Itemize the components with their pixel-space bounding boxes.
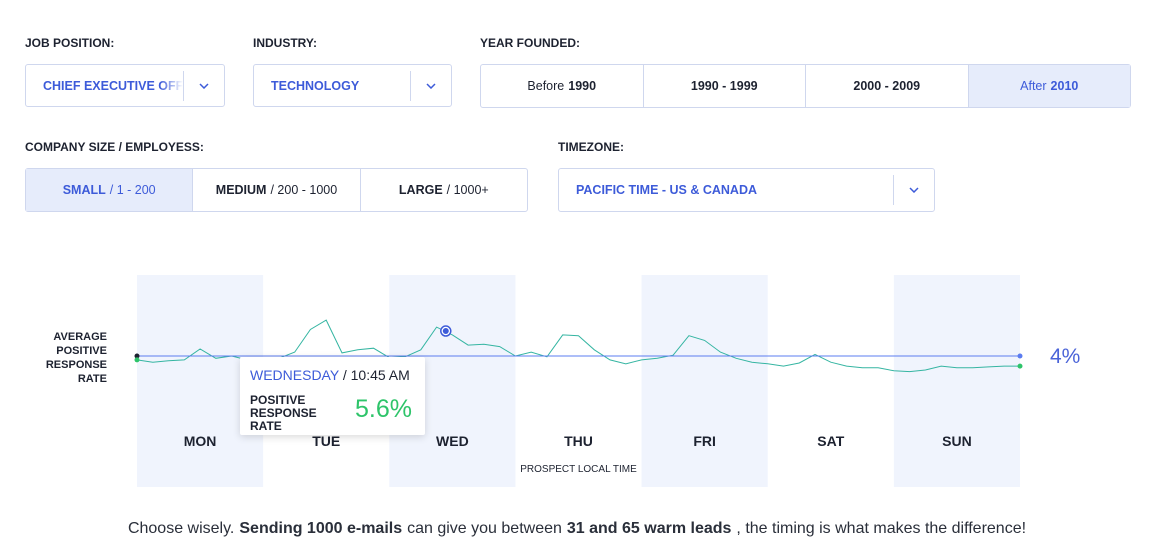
segment-option[interactable]: SMALL/ 1 - 200 <box>26 169 193 211</box>
filter-label: COMPANY SIZE / EMPLOYESS: <box>25 140 204 154</box>
filter-label: TIMEZONE: <box>558 140 624 154</box>
tooltip-label: POSITIVE RESPONSE RATE <box>250 393 317 433</box>
y-axis-label: AVERAGE POSITIVE RESPONSE RATE <box>45 331 107 385</box>
day-label: MON <box>184 433 217 449</box>
option-text: / 1 - 200 <box>109 183 156 197</box>
option-text-bold: 1990 <box>568 79 597 93</box>
option-text-bold: 2010 <box>1050 79 1079 93</box>
day-label: THU <box>564 433 593 449</box>
footer-segment: Sending 1000 e-mails <box>239 520 403 537</box>
tooltip-point <box>442 328 449 335</box>
option-text-bold: SMALL <box>62 183 106 197</box>
option-text: Before <box>527 79 565 93</box>
footer-text: Choose wisely. Sending 1000 e-mails can gi… <box>0 520 1159 538</box>
footer-segment: Choose wisely. <box>127 520 235 537</box>
segment-option[interactable]: After 2010 <box>967 65 1130 107</box>
tooltip-header: WEDNESDAY / 10:45 AM <box>250 367 410 383</box>
footer-segment: can give you between <box>407 520 562 537</box>
day-label: SUN <box>942 433 972 449</box>
filter-label: JOB POSITION: <box>25 36 115 50</box>
option-text-bold: 1990 - 1999 <box>690 79 758 93</box>
dropdown-value: CHIEF EXECUTIVE OFFI <box>43 78 183 93</box>
day-band <box>893 275 1020 487</box>
segment-option[interactable]: 2000 - 2009 <box>805 65 968 107</box>
tooltip-day: WEDNESDAY <box>250 367 339 383</box>
segment-option[interactable]: MEDIUM/ 200 - 1000 <box>192 169 359 211</box>
line-end <box>1017 363 1023 369</box>
tooltip: WEDNESDAY / 10:45 AM POSITIVE RESPONSE R… <box>240 357 425 435</box>
dropdown-value: TECHNOLOGY <box>271 78 360 93</box>
option-text: / 200 - 1000 <box>270 183 338 197</box>
option-text: / 1000+ <box>446 183 489 197</box>
dropdown-arrow <box>893 175 934 205</box>
filter-label: INDUSTRY: <box>253 36 317 50</box>
average-label: 4% <box>1050 345 1080 368</box>
tooltip-time: / 10:45 AM <box>342 367 410 383</box>
day-label: SAT <box>817 433 844 449</box>
option-text-bold: LARGE <box>398 183 443 197</box>
dropdown-value: PACIFIC TIME - US & CANADA <box>576 183 758 197</box>
option-text-bold: 2000 - 2009 <box>853 79 921 93</box>
average-start <box>134 353 140 359</box>
day-label: TUE <box>312 433 340 449</box>
segment-option[interactable]: LARGE/ 1000+ <box>359 169 527 211</box>
segmented-control: Before 1990 1990 - 1999 2000 - 2009 After 201… <box>480 64 1131 108</box>
dropdown-arrow <box>410 70 451 101</box>
average-end <box>1017 353 1023 359</box>
tooltip-value: 5.6% <box>355 395 412 423</box>
dropdown-arrow <box>183 70 224 101</box>
dropdown[interactable]: CHIEF EXECUTIVE OFFI <box>25 64 225 107</box>
line-start <box>134 357 140 363</box>
option-text-bold: MEDIUM <box>215 183 267 197</box>
footer-segment: , the timing is what makes the differenc… <box>736 520 1027 537</box>
day-band <box>641 275 768 487</box>
x-axis-label: PROSPECT LOCAL TIME <box>520 464 637 475</box>
dropdown[interactable]: TECHNOLOGY <box>253 64 452 107</box>
segmented-control: SMALL/ 1 - 200 MEDIUM/ 200 - 1000 LARGE/ 1… <box>25 168 528 212</box>
option-text: After <box>1020 79 1047 93</box>
dropdown[interactable]: PACIFIC TIME - US & CANADA <box>558 168 935 212</box>
footer-segment: 31 and 65 warm leads <box>566 520 732 537</box>
day-label: FRI <box>693 433 716 449</box>
segment-option[interactable]: 1990 - 1999 <box>642 65 806 107</box>
filter-label: YEAR FOUNDED: <box>480 36 581 50</box>
segment-option[interactable]: Before 1990 <box>481 65 643 107</box>
day-label: WED <box>436 433 469 449</box>
